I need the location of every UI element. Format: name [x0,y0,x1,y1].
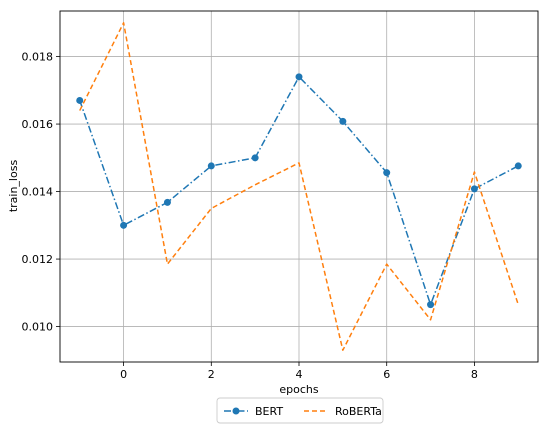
x-tick-label: 2 [208,368,215,381]
legend-frame [216,397,384,424]
x-tick-label: 4 [296,368,303,381]
data-point-bert [339,117,347,125]
legend-marker-bert [232,407,240,415]
legend-label-bert: BERT [255,405,283,418]
y-tick-label: 0.010 [22,321,54,334]
y-axis-label: train_loss [7,160,20,213]
y-tick-label: 0.018 [22,51,54,64]
data-point-bert [120,221,128,229]
data-point-bert [383,169,391,177]
data-point-bert [295,73,303,81]
y-tick-label: 0.016 [22,118,54,131]
x-axis-label: epochs [279,383,318,396]
series-line-bert [79,76,519,306]
data-point-bert [207,162,215,170]
data-point-bert [163,198,171,206]
data-point-bert [76,96,84,104]
data-point-bert [514,162,522,170]
x-tick-label: 6 [383,368,390,381]
x-tick-label: 8 [471,368,478,381]
data-point-bert [470,185,478,193]
y-tick-label: 0.014 [22,186,54,199]
x-tick-label: 0 [120,368,127,381]
series-layer [76,22,522,351]
data-point-bert [427,301,435,309]
series-line-roberta [79,22,519,351]
y-tick-label: 0.012 [22,253,54,266]
data-point-bert [251,154,259,162]
tick-layer: 0 2 4 6 8 0.010 0.012 0.014 0.016 0.018 [22,51,478,381]
legend: BERT RoBERTa [216,397,384,424]
legend-label-roberta: RoBERTa [335,405,382,418]
